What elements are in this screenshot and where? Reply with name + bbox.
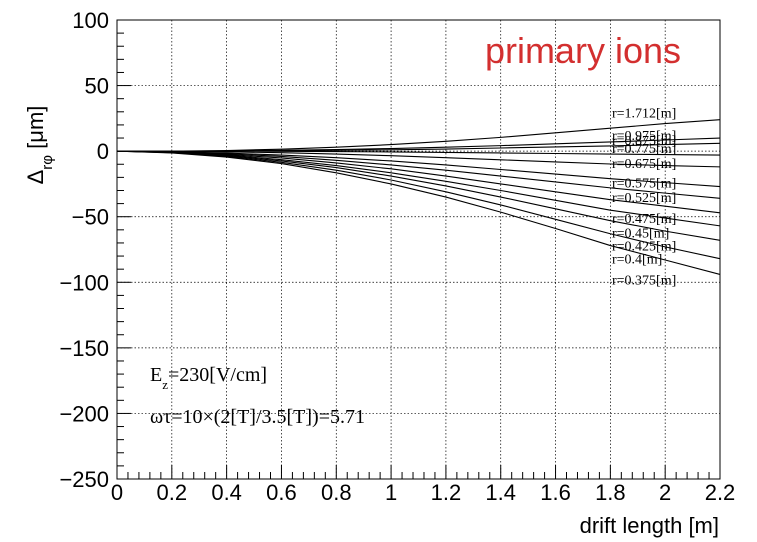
series-line [116, 150, 721, 275]
y-tick-label: −150 [59, 336, 109, 361]
series-label: r=0.575[m] [612, 177, 676, 192]
x-tick-label: 0.2 [157, 480, 188, 505]
x-tick-label: 2.2 [705, 480, 736, 505]
plot-background [117, 20, 720, 479]
y-tick-label: 50 [85, 74, 109, 99]
series-line [116, 150, 721, 241]
x-tick-label: 1.8 [595, 480, 626, 505]
x-tick-label: 1.4 [485, 480, 516, 505]
x-tick-label: 0.4 [211, 480, 242, 505]
annotation-omega-tau: ωτ=10×(2[T]/3.5[T])=5.71 [150, 406, 365, 428]
x-tick-label: 0 [111, 480, 123, 505]
series-line [116, 150, 721, 260]
series-lines [116, 119, 721, 275]
plot-frame [116, 19, 721, 480]
series-labels: r=1.712[m] r=0.975[m]r=0.875[m]r=0.775[m]… [612, 106, 676, 288]
x-tick-label: 2 [659, 480, 671, 505]
x-tick-label: 1.6 [540, 480, 571, 505]
y-tick-label: 0 [97, 139, 109, 164]
series-label: r=0.775[m] [612, 142, 676, 157]
x-tick-label: 0.6 [266, 480, 297, 505]
series-label: r=0.475[m] [612, 212, 676, 227]
series-label: r=0.4[m] [612, 253, 662, 268]
annotation-field: Ez=230[V/cm] [150, 364, 267, 392]
series-label: r=0.875[m] [612, 134, 676, 149]
x-tick-labels: 0 0.2 0.4 0.6 0.8 1 1.2 1.4 1.6 1.8 2 2.2 [111, 480, 735, 505]
series-label: r=0.375[m] [612, 274, 676, 289]
series-label: r=1.712[m] [612, 106, 676, 121]
x-tick-label: 1 [385, 480, 397, 505]
x-tick-label: 1.2 [431, 480, 462, 505]
series-label: r=0.975[m] [612, 129, 676, 144]
series-line [117, 150, 721, 168]
x-tick-label: 0.8 [321, 480, 352, 505]
series-line [116, 150, 721, 199]
chart-title: primary ions [485, 30, 681, 71]
series-line [116, 150, 721, 188]
annotations: Ez=230[V/cm] ωτ=10×(2[T]/3.5[T])=5.71 [150, 364, 365, 428]
series-line [116, 150, 721, 214]
series-label: r=0.675[m] [612, 157, 676, 172]
y-tick-label: 100 [72, 8, 109, 33]
series-label: r=0.525[m] [612, 191, 676, 206]
grid [117, 20, 720, 479]
y-tick-labels: −250 −200 −150 −100 −50 0 50 100 [59, 8, 109, 492]
series-label: r=0.45[m] [612, 226, 669, 241]
series-label: r=0.425[m] [612, 240, 676, 255]
y-axis-title: Δrφ [μm] [23, 106, 56, 185]
y-tick-label: −200 [59, 401, 109, 426]
axis-ticks [116, 19, 721, 480]
x-axis-title: drift length [m] [580, 513, 719, 538]
y-tick-label: −50 [72, 205, 109, 230]
y-tick-label: −100 [59, 270, 109, 295]
y-tick-label: −250 [59, 467, 109, 492]
